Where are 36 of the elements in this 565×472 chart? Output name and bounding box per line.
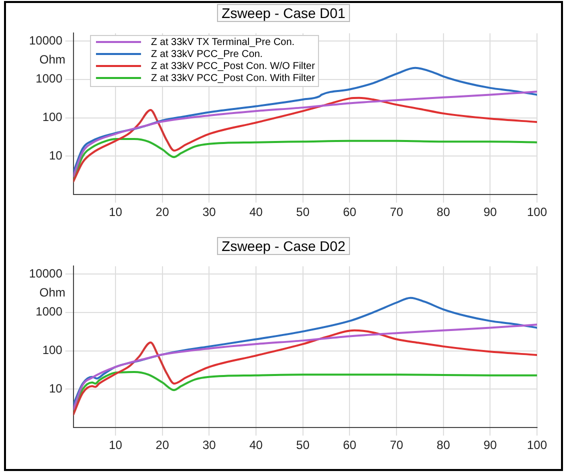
x-tick-label: 10	[108, 205, 123, 220]
y-tick-label: 100	[42, 110, 63, 124]
x-tick-label: 60	[342, 438, 357, 452]
x-tick-label: 80	[436, 205, 450, 220]
x-tick-label: 20	[156, 205, 170, 220]
chart-title: Zsweep - Case D01	[216, 4, 350, 22]
y-tick-label: 1000	[36, 72, 63, 86]
legend-label: Z at 33kV TX Terminal_Pre Con.	[151, 37, 295, 48]
x-tick-label: 50	[296, 438, 310, 452]
x-tick-label: 60	[342, 205, 357, 220]
legend-label: Z at 33kV PCC_Post Con. With Filter	[151, 73, 315, 84]
x-tick-label: 30	[202, 205, 216, 220]
x-tick-label: 20	[156, 438, 170, 452]
legend-label: Z at 33kV PCC_Post Con. W/O Filter	[151, 61, 315, 72]
y-tick-label: 1000	[36, 304, 63, 319]
y-tick-label: 10	[49, 382, 63, 396]
x-tick-label: 40	[249, 205, 264, 220]
x-tick-label: 50	[296, 205, 310, 220]
y-tick-label: 100	[42, 343, 63, 358]
x-tick-label: 90	[483, 438, 498, 452]
x-tick-label: 30	[202, 438, 216, 452]
x-tick-label: 70	[390, 205, 404, 220]
x-tick-label: 10	[108, 438, 123, 452]
legend-label: Z at 33kV PCC_Pre Con.	[151, 49, 263, 60]
y-axis-title: Ohm	[39, 52, 66, 67]
x-tick-label: 80	[436, 438, 450, 452]
x-tick-label: 70	[390, 438, 404, 452]
y-axis-title: Ohm	[39, 286, 66, 300]
x-tick-label: 90	[483, 205, 498, 220]
y-tick-label: 10000	[28, 266, 63, 280]
chart-title: Zsweep - Case D02	[216, 237, 350, 255]
y-tick-label: 10	[49, 148, 63, 163]
y-tick-label: 10000	[28, 33, 63, 48]
x-tick-label: 40	[249, 438, 264, 452]
x-tick-label: 100	[526, 205, 548, 220]
x-tick-label: 100	[526, 438, 548, 452]
